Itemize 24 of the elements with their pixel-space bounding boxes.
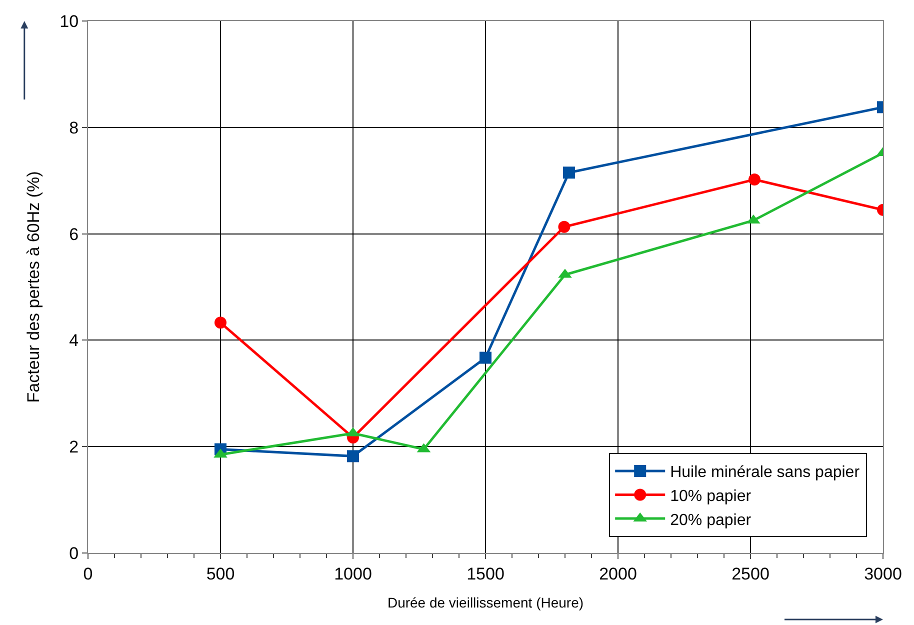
y-tick-label: 8 <box>69 118 79 138</box>
point <box>347 450 359 462</box>
legend-label: 20% papier <box>670 512 752 529</box>
y-tick-label: 10 <box>60 12 79 31</box>
point <box>214 316 226 329</box>
x-tick-label: 0 <box>83 564 93 584</box>
point <box>558 220 570 233</box>
y-tick-label: 6 <box>69 224 79 244</box>
point <box>562 166 575 179</box>
y-tick-label: 4 <box>69 331 79 350</box>
legend-label: Huile minérale sans papier <box>670 464 860 482</box>
x-tick-label: 1500 <box>466 564 504 584</box>
x-tick-label: 500 <box>206 564 235 584</box>
x-axis-title: Durée de vieillissement (Heure) <box>387 594 584 611</box>
legend-label: 10% papier <box>670 488 752 505</box>
y-tick-label: 2 <box>69 438 79 457</box>
point <box>480 352 492 364</box>
x-tick-label: 2000 <box>599 564 637 584</box>
x-tick-label: 1000 <box>334 564 372 584</box>
x-tick-label: 2500 <box>732 564 770 584</box>
x-tick-label: 3000 <box>864 564 902 584</box>
y-tick-label: 0 <box>69 544 79 563</box>
y-axis-title: Facteur des pertes à 60Hz (%) <box>24 171 44 403</box>
point <box>748 174 760 186</box>
